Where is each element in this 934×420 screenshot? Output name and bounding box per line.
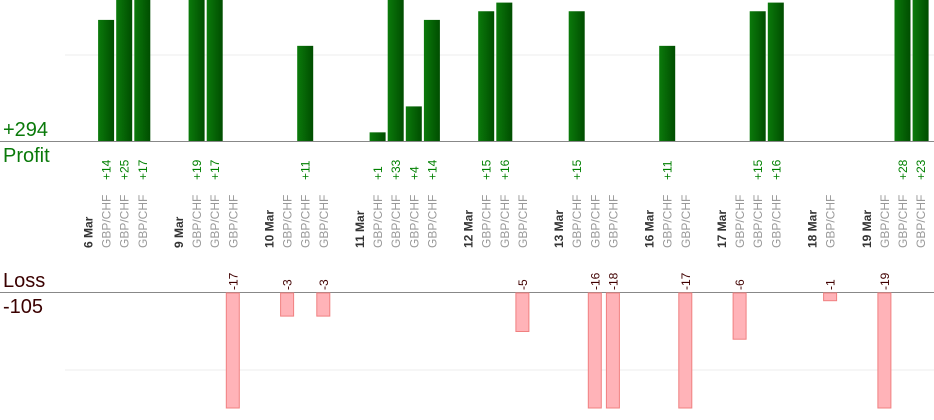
- profit-value-label: +11: [661, 160, 675, 180]
- pair-label: GBP/CHF: [570, 195, 584, 248]
- pair-label: GBP/CHF: [371, 195, 385, 248]
- pair-label: GBP/CHF: [914, 195, 928, 248]
- loss-value-label: -17: [226, 272, 240, 290]
- pair-label: GBP/CHF: [136, 195, 150, 248]
- profit-label: Profit: [3, 145, 50, 167]
- date-label: 17 Mar: [715, 210, 729, 248]
- date-label: 13 Mar: [552, 210, 566, 248]
- profit-total: +294: [3, 119, 49, 141]
- pair-label: GBP/CHF: [299, 195, 313, 248]
- profit-value-label: +14: [100, 159, 114, 180]
- profit-value-label: +15: [570, 159, 584, 180]
- profit-bar: [659, 45, 676, 141]
- profit-bar: [894, 0, 911, 141]
- profit-bar: [387, 0, 404, 141]
- loss-value-label: -5: [516, 279, 530, 290]
- date-label: 6 Mar: [82, 216, 96, 248]
- loss-bar: [732, 292, 747, 340]
- profit-value-label: +28: [896, 159, 910, 180]
- profit-value-label: +14: [425, 159, 439, 180]
- loss-label: Loss: [3, 270, 46, 292]
- date-label: 12 Mar: [462, 210, 476, 248]
- profit-bar: [912, 0, 929, 141]
- profit-value-label: +15: [480, 159, 494, 180]
- profit-value-label: +1: [371, 166, 385, 180]
- loss-bar: [316, 292, 331, 317]
- profit-bar: [369, 132, 386, 141]
- pair-label: GBP/CHF: [480, 195, 494, 248]
- pair-label: GBP/CHF: [679, 195, 693, 248]
- profit-bar: [405, 106, 422, 141]
- pair-label: GBP/CHF: [824, 195, 838, 248]
- profit-value-label: +17: [136, 159, 150, 180]
- date-label: 11 Mar: [353, 210, 367, 248]
- profit-value-label: +23: [914, 159, 928, 180]
- pair-label: GBP/CHF: [407, 195, 421, 248]
- loss-value-label: -3: [281, 279, 295, 290]
- profit-bar: [116, 0, 133, 141]
- date-label: 9 Mar: [172, 216, 186, 248]
- profit-value-label: +33: [389, 159, 403, 180]
- pair-label: GBP/CHF: [769, 195, 783, 248]
- profit-bar: [749, 11, 766, 141]
- pair-label: GBP/CHF: [606, 195, 620, 248]
- pair-label: GBP/CHF: [498, 195, 512, 248]
- profit-value-label: +16: [769, 159, 783, 180]
- profit-bar: [568, 11, 585, 141]
- profit-value-label: +19: [190, 159, 204, 180]
- pair-label: GBP/CHF: [878, 195, 892, 248]
- pair-label: GBP/CHF: [516, 195, 530, 248]
- loss-value-label: -6: [733, 279, 747, 290]
- pair-label: GBP/CHF: [661, 195, 675, 248]
- loss-value-label: -16: [588, 272, 602, 290]
- profit-bar: [98, 19, 115, 141]
- pair-label: GBP/CHF: [281, 195, 295, 248]
- pair-label: GBP/CHF: [208, 195, 222, 248]
- profit-value-label: +25: [118, 159, 132, 180]
- loss-bar: [280, 292, 295, 317]
- profit-value-label: +17: [208, 159, 222, 180]
- loss-bar: [678, 292, 693, 409]
- pair-label: GBP/CHF: [588, 195, 602, 248]
- loss-value-label: -1: [824, 279, 838, 290]
- profit-bar: [297, 45, 314, 141]
- profit-bar: [134, 0, 151, 141]
- pair-label: GBP/CHF: [226, 195, 240, 248]
- date-label: 16 Mar: [643, 210, 657, 248]
- profit-bar: [188, 0, 205, 141]
- date-label: 10 Mar: [263, 210, 277, 248]
- profit-value-label: +4: [407, 166, 421, 180]
- profit-bar: [767, 2, 784, 141]
- profit-value-label: +16: [498, 159, 512, 180]
- profit-bar: [423, 19, 440, 141]
- pair-label: GBP/CHF: [317, 195, 331, 248]
- loss-value-label: -3: [317, 279, 331, 290]
- loss-bar: [877, 292, 892, 409]
- profit-value-label: +15: [751, 159, 765, 180]
- pair-label: GBP/CHF: [118, 195, 132, 248]
- pair-label: GBP/CHF: [733, 195, 747, 248]
- loss-bar: [515, 292, 530, 332]
- profit-bar: [206, 0, 223, 141]
- loss-bar: [225, 292, 240, 409]
- loss-total: -105: [3, 296, 44, 318]
- pair-label: GBP/CHF: [896, 195, 910, 248]
- pair-label: GBP/CHF: [190, 195, 204, 248]
- pair-label: GBP/CHF: [100, 195, 114, 248]
- date-label: 19 Mar: [860, 210, 874, 248]
- pair-label: GBP/CHF: [425, 195, 439, 248]
- loss-bar: [587, 292, 602, 409]
- profit-bar: [478, 11, 495, 141]
- pair-label: GBP/CHF: [389, 195, 403, 248]
- pair-label: GBP/CHF: [751, 195, 765, 248]
- loss-bar: [823, 292, 838, 302]
- date-label: 18 Mar: [806, 210, 820, 248]
- profit-value-label: +11: [299, 160, 313, 180]
- loss-value-label: -18: [606, 272, 620, 290]
- loss-value-label: -17: [679, 272, 693, 290]
- loss-bar: [605, 292, 620, 409]
- profit-bar: [496, 2, 513, 141]
- loss-value-label: -19: [878, 272, 892, 290]
